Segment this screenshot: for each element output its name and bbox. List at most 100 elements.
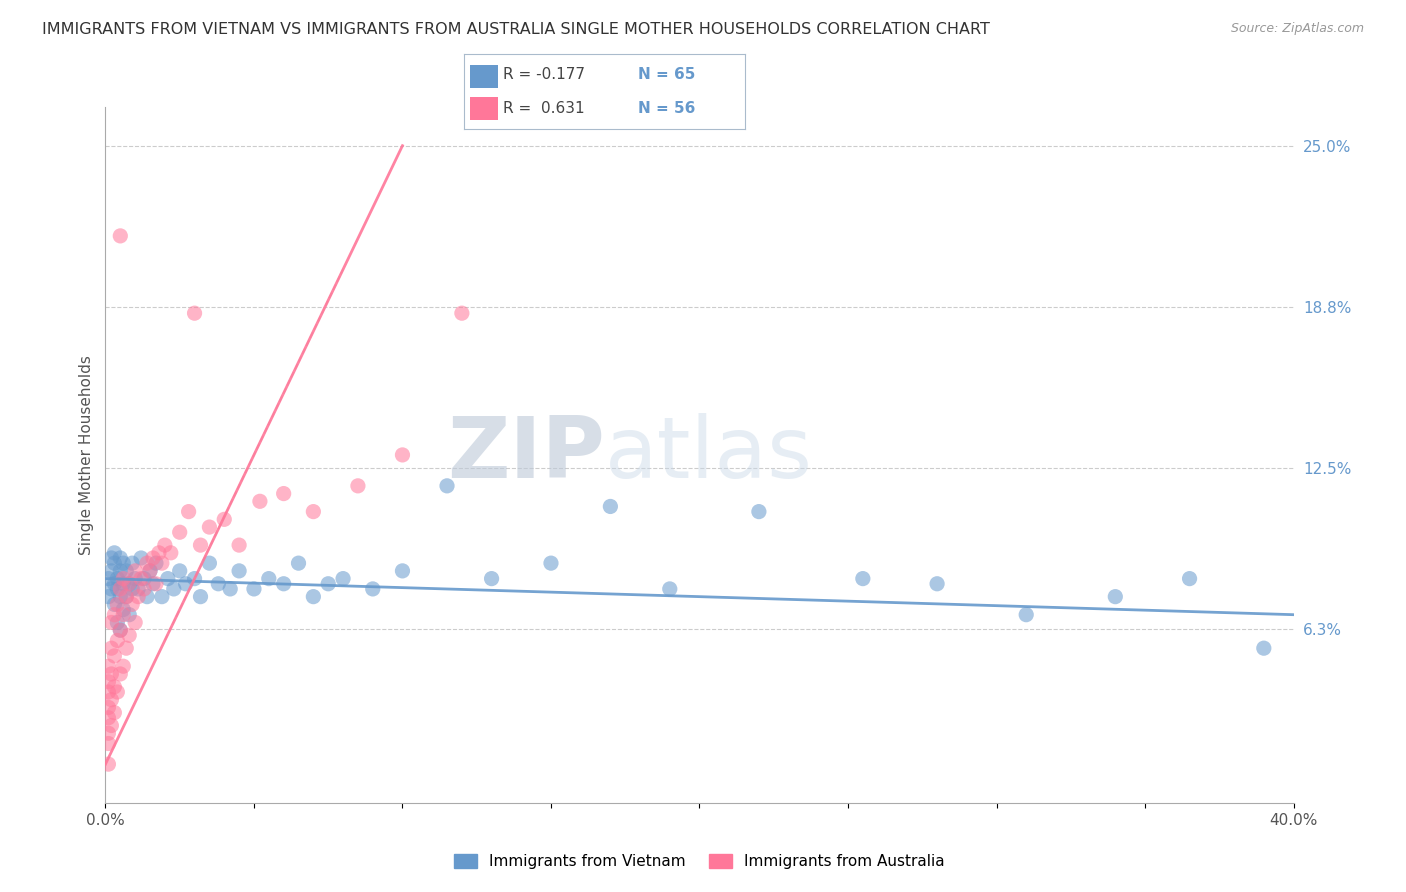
Point — [183, 306, 205, 320]
Point — [159, 546, 181, 560]
Point — [112, 659, 135, 673]
Point — [450, 306, 472, 320]
Point — [198, 520, 221, 534]
Y-axis label: Single Mother Households: Single Mother Households — [79, 355, 94, 555]
Text: N = 56: N = 56 — [638, 101, 696, 116]
Point — [183, 572, 205, 586]
Point — [121, 598, 143, 612]
Point — [103, 576, 125, 591]
Point — [110, 551, 132, 566]
Point — [1015, 607, 1038, 622]
Point — [105, 598, 128, 612]
Point — [136, 556, 159, 570]
Point — [132, 572, 155, 586]
Point — [190, 590, 212, 604]
Point — [302, 505, 325, 519]
Point — [124, 615, 146, 630]
Bar — [470, 97, 498, 120]
Point — [103, 680, 125, 694]
Point — [97, 659, 120, 673]
Point — [97, 572, 120, 586]
Point — [927, 576, 949, 591]
Point — [127, 590, 149, 604]
Point — [112, 602, 135, 616]
Point — [153, 538, 176, 552]
Point — [748, 505, 770, 519]
Point — [273, 576, 295, 591]
Point — [100, 718, 122, 732]
Point — [1253, 641, 1275, 656]
Point — [110, 623, 132, 637]
Point — [112, 607, 135, 622]
Point — [142, 551, 165, 566]
Point — [658, 582, 681, 596]
Point — [391, 564, 413, 578]
Point — [103, 607, 125, 622]
Point — [198, 556, 221, 570]
Point — [124, 564, 146, 578]
Point — [540, 556, 562, 570]
Point — [132, 582, 155, 596]
Point — [302, 590, 325, 604]
Point — [110, 582, 132, 596]
Point — [136, 590, 159, 604]
Point — [112, 572, 135, 586]
Point — [103, 546, 125, 560]
Point — [118, 576, 141, 591]
Point — [124, 572, 146, 586]
Point — [110, 623, 132, 637]
Point — [115, 590, 138, 604]
Point — [110, 667, 132, 681]
Point — [228, 538, 250, 552]
Point — [100, 551, 122, 566]
Point — [110, 564, 132, 578]
Point — [214, 512, 236, 526]
Point — [103, 556, 125, 570]
Point — [115, 564, 138, 578]
Text: R =  0.631: R = 0.631 — [503, 101, 585, 116]
Point — [110, 590, 132, 604]
Point — [105, 633, 128, 648]
Text: IMMIGRANTS FROM VIETNAM VS IMMIGRANTS FROM AUSTRALIA SINGLE MOTHER HOUSEHOLDS CO: IMMIGRANTS FROM VIETNAM VS IMMIGRANTS FR… — [42, 22, 990, 37]
Point — [190, 538, 212, 552]
Point — [273, 486, 295, 500]
Point — [150, 556, 173, 570]
Text: R = -0.177: R = -0.177 — [503, 67, 585, 82]
Point — [599, 500, 621, 514]
Point — [97, 590, 120, 604]
Point — [97, 700, 120, 714]
Text: ZIP: ZIP — [447, 413, 605, 497]
Point — [332, 572, 354, 586]
Point — [97, 737, 120, 751]
Point — [115, 590, 138, 604]
Legend: Immigrants from Vietnam, Immigrants from Australia: Immigrants from Vietnam, Immigrants from… — [449, 848, 950, 875]
Point — [97, 685, 120, 699]
Point — [1104, 590, 1126, 604]
Point — [103, 598, 125, 612]
Point — [100, 564, 122, 578]
Point — [163, 582, 186, 596]
Point — [100, 582, 122, 596]
Point — [105, 572, 128, 586]
Point — [118, 576, 141, 591]
Point — [121, 556, 143, 570]
Point — [100, 667, 122, 681]
Point — [127, 582, 149, 596]
Point — [97, 711, 120, 725]
Point — [110, 228, 132, 243]
Point — [105, 615, 128, 630]
Point — [347, 479, 370, 493]
Point — [105, 582, 128, 596]
Point — [145, 556, 167, 570]
Point — [112, 556, 135, 570]
Point — [97, 674, 120, 689]
Point — [852, 572, 875, 586]
Point — [129, 572, 152, 586]
Point — [156, 572, 179, 586]
Point — [145, 576, 167, 591]
Point — [361, 582, 384, 596]
Point — [481, 572, 503, 586]
Point — [316, 576, 339, 591]
Point — [100, 641, 122, 656]
Bar — [470, 65, 498, 87]
